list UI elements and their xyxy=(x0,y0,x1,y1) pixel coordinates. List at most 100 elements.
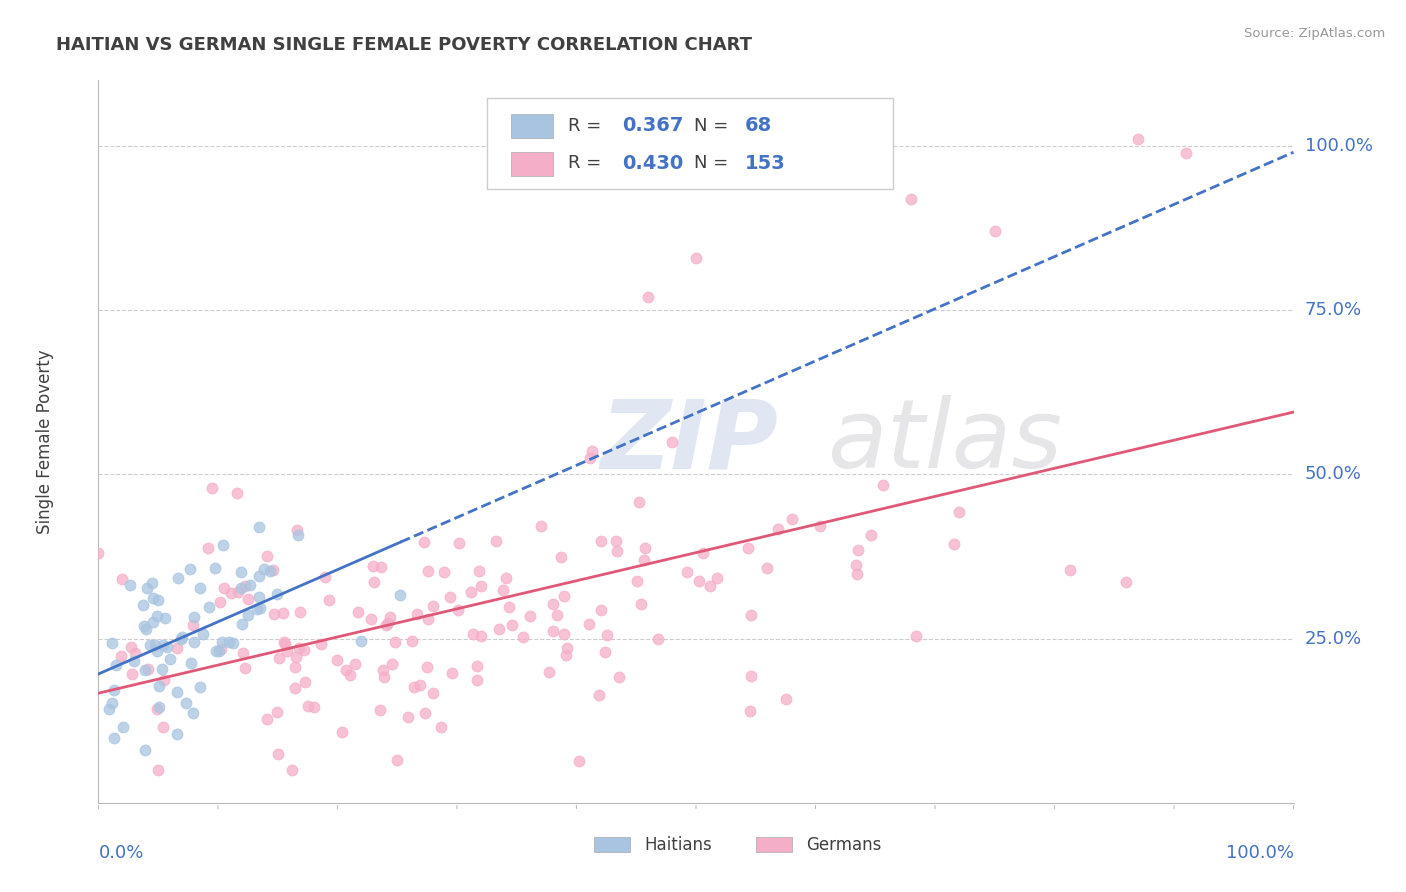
Point xyxy=(134,663,156,677)
Point xyxy=(98,701,121,715)
Point xyxy=(141,576,163,591)
Text: 50.0%: 50.0% xyxy=(1305,466,1361,483)
Point xyxy=(112,720,135,734)
Point xyxy=(198,599,221,614)
Point xyxy=(430,720,453,734)
Point xyxy=(406,607,429,622)
Point xyxy=(148,699,170,714)
Point xyxy=(596,628,619,642)
Point xyxy=(706,571,728,585)
Point xyxy=(274,637,297,651)
Point xyxy=(692,546,714,560)
Text: 100.0%: 100.0% xyxy=(1226,845,1294,863)
Point xyxy=(104,657,127,672)
Point xyxy=(209,642,232,657)
Point xyxy=(101,696,124,710)
Point xyxy=(872,478,894,492)
Point xyxy=(900,192,922,206)
Point xyxy=(606,544,628,558)
Point xyxy=(247,520,270,534)
Point xyxy=(661,434,683,449)
Point xyxy=(488,623,510,637)
Point xyxy=(233,660,256,674)
Point xyxy=(170,630,193,644)
Point xyxy=(121,666,143,681)
Point xyxy=(541,624,564,638)
Point xyxy=(153,673,176,688)
Point xyxy=(146,608,169,623)
Point xyxy=(553,589,575,603)
Text: HAITIAN VS GERMAN SINGLE FEMALE POVERTY CORRELATION CHART: HAITIAN VS GERMAN SINGLE FEMALE POVERTY … xyxy=(56,36,752,54)
Point xyxy=(578,616,600,631)
Point xyxy=(212,539,235,553)
Point xyxy=(626,574,648,588)
Point xyxy=(152,639,174,653)
Point xyxy=(347,605,370,619)
Point xyxy=(253,562,276,576)
Point xyxy=(984,224,1007,238)
Point xyxy=(266,587,288,601)
Point xyxy=(591,603,613,617)
Bar xyxy=(510,152,553,176)
Point xyxy=(292,642,315,657)
Point xyxy=(441,665,464,680)
Bar xyxy=(595,838,630,852)
Point xyxy=(153,611,176,625)
Point xyxy=(101,636,124,650)
Point xyxy=(302,700,325,714)
Point xyxy=(232,646,254,660)
Point xyxy=(246,602,269,616)
Bar xyxy=(510,114,553,138)
Text: Haitians: Haitians xyxy=(644,836,713,854)
Point xyxy=(470,629,492,643)
Point xyxy=(145,638,167,652)
Point xyxy=(413,706,436,721)
Point xyxy=(266,747,288,761)
Point xyxy=(132,598,155,612)
Point xyxy=(633,541,655,556)
Point xyxy=(284,681,307,696)
Point xyxy=(627,494,650,508)
Point xyxy=(845,558,868,572)
Point xyxy=(439,590,461,604)
Point xyxy=(285,523,308,537)
Point xyxy=(146,593,169,607)
Text: Source: ZipAtlas.com: Source: ZipAtlas.com xyxy=(1244,27,1385,40)
Point xyxy=(142,615,165,629)
Point xyxy=(236,608,259,623)
Point xyxy=(685,251,707,265)
Text: R =: R = xyxy=(568,117,607,135)
Point xyxy=(401,634,423,648)
Point xyxy=(273,634,295,648)
Point xyxy=(468,564,491,578)
Point xyxy=(179,562,201,576)
Point xyxy=(285,650,308,665)
Point xyxy=(231,617,253,632)
Point xyxy=(103,682,125,697)
Point xyxy=(402,680,425,694)
Point xyxy=(422,686,444,700)
Point xyxy=(1115,575,1137,590)
Point xyxy=(190,581,212,595)
Point xyxy=(846,542,869,557)
Point xyxy=(460,585,482,599)
Point xyxy=(845,566,868,581)
Point xyxy=(170,632,193,646)
Point xyxy=(204,644,226,658)
Point xyxy=(148,763,170,777)
Point xyxy=(373,670,395,684)
Point xyxy=(166,641,188,656)
Point xyxy=(588,688,610,702)
Point xyxy=(567,754,589,768)
Point xyxy=(134,743,156,757)
Point xyxy=(447,536,470,550)
Point xyxy=(138,638,160,652)
Point xyxy=(290,605,312,619)
Point xyxy=(413,535,436,549)
Point xyxy=(259,564,281,578)
Point xyxy=(135,581,157,595)
Point xyxy=(740,669,762,683)
Point xyxy=(281,763,304,777)
Point xyxy=(287,528,309,542)
Point xyxy=(208,594,231,608)
